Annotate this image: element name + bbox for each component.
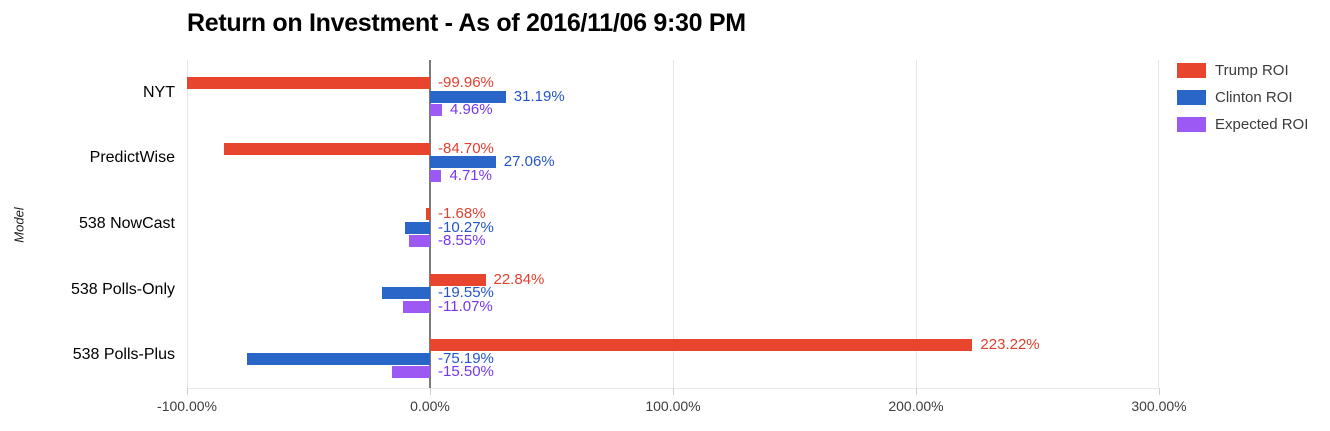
gridline-300 — [1158, 60, 1159, 388]
plot-area: -100.00% 0.00% 100.00% 200.00% 300.00% -99.96… — [157, 60, 1187, 414]
legend-label: Expected ROI — [1215, 116, 1309, 133]
legend-label: Clinton ROI — [1215, 89, 1293, 106]
x-tick-label: -100.00% — [157, 398, 217, 414]
legend-item-expected-roi[interactable]: Expected ROI — [1177, 116, 1308, 133]
trump-roi-swatch-icon — [1177, 63, 1206, 78]
bar-clinton-roi — [430, 90, 506, 103]
bar-expected-roi — [430, 104, 443, 116]
bar-expected-roi — [430, 169, 442, 182]
bar-clinton-roi — [382, 287, 430, 300]
chart-title: Return on Investment - As of 2016/11/06 … — [187, 9, 746, 37]
x-tick-label: 300.00% — [1131, 398, 1187, 414]
bar-clinton-roi — [405, 221, 430, 234]
x-tick-label: 200.00% — [888, 398, 944, 414]
legend: Trump ROI Clinton ROI Expected ROI — [1177, 62, 1308, 143]
clinton-roi-swatch-icon — [1177, 90, 1206, 105]
value-label-trump-roi: -1.68% — [438, 205, 486, 223]
value-label-clinton-roi: -10.27% — [438, 218, 494, 236]
legend-item-clinton-roi[interactable]: Clinton ROI — [1177, 89, 1308, 106]
bar-trump-roi — [187, 77, 430, 89]
x-tick-mark — [916, 388, 917, 395]
value-label-clinton-roi: -75.19% — [438, 349, 494, 367]
legend-label: Trump ROI — [1215, 62, 1289, 79]
bar-clinton-roi — [430, 156, 496, 169]
gridline--100 — [187, 60, 188, 388]
category-label-4: 538 Polls-Only — [70, 280, 175, 298]
x-tick-label: 0.00% — [410, 398, 450, 414]
bar-trump-roi — [430, 339, 973, 352]
category-label-5: 538 Polls-Plus — [72, 346, 175, 364]
x-tick-mark — [1159, 388, 1160, 395]
value-label-clinton-roi: 27.06% — [503, 153, 555, 171]
value-label-expected-roi: 4.96% — [450, 101, 493, 118]
value-label-trump-roi: 22.84% — [493, 270, 545, 288]
value-label-expected-roi: -8.55% — [438, 232, 486, 250]
bar-trump-roi — [430, 273, 486, 286]
x-tick-mark — [430, 388, 431, 395]
x-tick-mark — [187, 388, 188, 395]
bar-trump-roi — [224, 142, 430, 155]
value-label-expected-roi: -15.50% — [438, 363, 494, 381]
x-tick-mark — [673, 388, 674, 395]
bar-trump-roi — [425, 208, 430, 221]
value-label-trump-roi: -84.70% — [438, 139, 494, 157]
legend-item-trump-roi[interactable]: Trump ROI — [1177, 62, 1308, 79]
bar-expected-roi — [403, 300, 430, 313]
zero-baseline — [429, 60, 431, 388]
value-label-expected-roi: -11.07% — [438, 297, 493, 315]
bar-expected-roi — [392, 366, 430, 379]
expected-roi-swatch-icon — [1177, 117, 1206, 132]
value-label-expected-roi: 4.71% — [449, 166, 492, 184]
value-label-clinton-roi: 31.19% — [513, 87, 565, 105]
value-label-trump-roi: 223.22% — [980, 336, 1040, 354]
bar-expected-roi — [409, 235, 430, 248]
value-label-clinton-roi: -19.55% — [438, 284, 494, 302]
x-tick-label: 100.00% — [645, 398, 701, 414]
gridline-200 — [916, 60, 917, 388]
value-label-trump-roi: -99.96% — [438, 74, 494, 91]
bar-clinton-roi — [247, 352, 430, 365]
category-label-1: NYT — [143, 83, 175, 101]
gridline-100 — [673, 60, 674, 388]
category-label-2: PredictWise — [89, 149, 175, 167]
category-label-3: 538 NowCast — [78, 215, 175, 232]
